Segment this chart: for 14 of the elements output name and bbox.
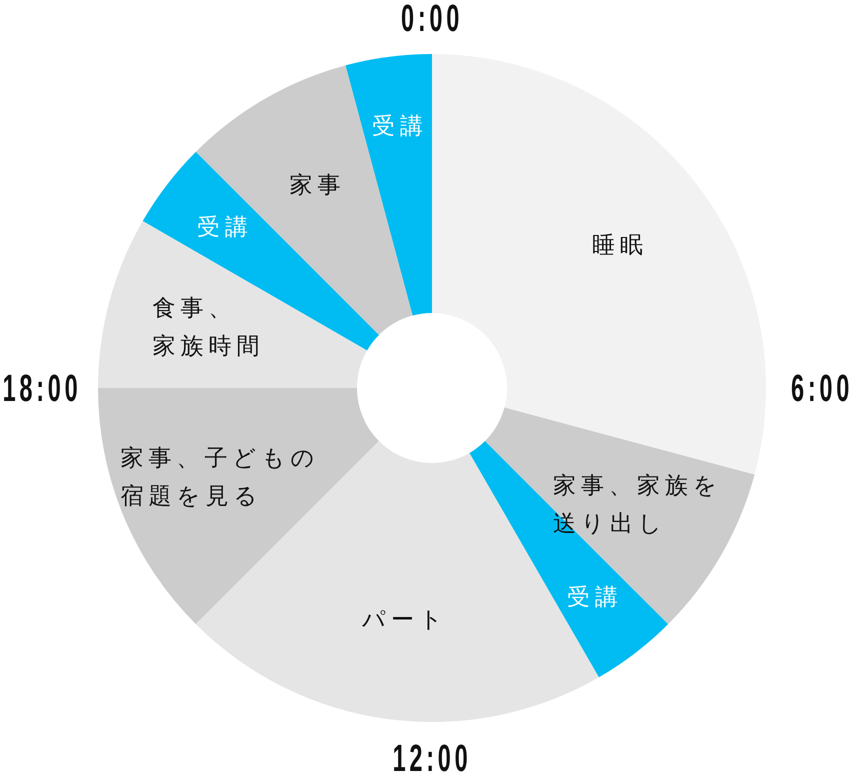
text: 6:00 xyxy=(790,366,854,410)
text: 18:00 xyxy=(2,366,82,410)
slice-label: 家事 xyxy=(290,172,346,199)
donut-slice xyxy=(485,407,755,624)
slice-label: パート xyxy=(360,606,448,633)
slice-label: 受講 xyxy=(372,113,428,140)
slice-label: 家事、子どもの宿題を見る xyxy=(120,445,320,510)
text: 0:00 xyxy=(400,0,464,40)
slice-label: 睡眠 xyxy=(592,232,648,259)
slice-label: 受講 xyxy=(197,214,254,240)
slice-label: 食事、家族時間 xyxy=(152,296,265,360)
donut-slice xyxy=(432,54,766,475)
slice-label: 受講 xyxy=(567,584,624,610)
text: 12:00 xyxy=(392,736,472,776)
